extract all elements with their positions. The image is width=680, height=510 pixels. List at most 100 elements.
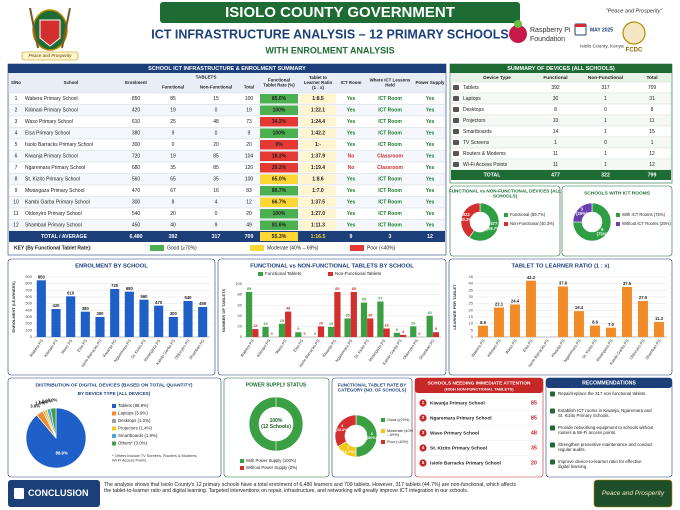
table-cell: 540 bbox=[132, 211, 141, 217]
bar bbox=[328, 326, 335, 337]
conclusion-motto: Peace and Prosperity bbox=[602, 490, 665, 497]
y-tick-label: 30 bbox=[469, 294, 474, 299]
panel-title: RECOMMENDATIONS bbox=[582, 380, 636, 386]
bar bbox=[154, 305, 164, 337]
table-cell: Yes bbox=[347, 119, 356, 125]
table-cell: 709 bbox=[648, 85, 657, 91]
fcdc-logo bbox=[622, 21, 646, 45]
legend-label: Others* (3.0%) bbox=[118, 441, 148, 446]
device-icon bbox=[453, 96, 459, 101]
table-cell: 31 bbox=[649, 96, 655, 102]
table-cell: Yes bbox=[426, 177, 435, 183]
value-label: 15 bbox=[253, 324, 257, 328]
bar bbox=[622, 287, 632, 337]
value-label: 48 bbox=[286, 307, 290, 311]
rank-badge bbox=[419, 444, 427, 452]
column-header: Functional bbox=[543, 75, 567, 81]
table-cell: 40 bbox=[170, 223, 176, 229]
title-banner bbox=[160, 2, 520, 23]
bar bbox=[278, 323, 286, 337]
location: Isiolo County, Kenya bbox=[580, 43, 624, 49]
y-tick-label: 100 bbox=[235, 281, 242, 286]
conclusion-icon bbox=[14, 488, 24, 499]
total-cell: 317 bbox=[212, 234, 221, 240]
table-cell: Wabera Primary School bbox=[25, 96, 78, 102]
bar bbox=[80, 311, 90, 337]
slice-label: 6 (50%) bbox=[367, 432, 378, 440]
table-cell: 1 bbox=[604, 96, 607, 102]
table-cell: Yes bbox=[426, 119, 435, 125]
legend-label: Without Power Supply (0%) bbox=[246, 465, 298, 470]
key-item: Good (≥70%) bbox=[167, 245, 197, 251]
bar bbox=[654, 321, 664, 337]
y-tick-label: 40 bbox=[469, 281, 474, 286]
table-cell: Yes bbox=[426, 165, 435, 171]
table-cell: Wi-Fi Access Points bbox=[463, 162, 508, 168]
total-row bbox=[9, 231, 445, 242]
legend-swatch bbox=[240, 459, 244, 463]
table-cell: ICT Room bbox=[378, 142, 402, 148]
value-label: 0 bbox=[314, 332, 316, 336]
table-cell: 610 bbox=[132, 119, 141, 125]
value-label: 300 bbox=[97, 311, 105, 316]
check-icon bbox=[550, 442, 555, 448]
table-cell: 11 bbox=[553, 151, 558, 157]
table-cell: 8 bbox=[15, 177, 18, 183]
chart-title: FUNCTIONAL vs NON-FUNCTIONAL TABLETS BY … bbox=[250, 264, 414, 270]
slice-label: 477 (59.7%) bbox=[486, 221, 501, 231]
ratio-cell bbox=[300, 117, 336, 127]
table-cell: 29.2% bbox=[272, 165, 287, 171]
table-cell: 0 bbox=[215, 108, 218, 114]
bar bbox=[252, 329, 259, 337]
slice-label: 1.4% bbox=[38, 399, 48, 404]
slice-label: 4 (33.3%) bbox=[335, 424, 349, 432]
bar bbox=[124, 291, 134, 337]
bar bbox=[317, 326, 325, 337]
chart-title: SCHOOLS WITH ICT ROOMS bbox=[584, 190, 651, 196]
slice-label: 1.0% bbox=[35, 401, 45, 406]
legend-swatch bbox=[112, 434, 116, 438]
ratio-cell bbox=[300, 209, 336, 219]
y-tick-label: 900 bbox=[25, 274, 32, 279]
table-cell: 380 bbox=[132, 131, 141, 137]
y-tick-label: 80 bbox=[238, 292, 243, 297]
value-label: 540 bbox=[185, 295, 193, 300]
table-cell: Yes bbox=[347, 188, 356, 194]
ratio-cell bbox=[300, 220, 336, 230]
column-header: Non-Functional bbox=[588, 75, 623, 81]
table-cell: 3 bbox=[15, 119, 18, 125]
y-tick-label: 400 bbox=[25, 307, 32, 312]
table-cell: 12 bbox=[13, 223, 19, 229]
bar bbox=[344, 318, 351, 337]
table-cell: Yes bbox=[347, 108, 356, 114]
legend-swatch bbox=[240, 466, 244, 470]
table-cell: 0 bbox=[215, 211, 218, 217]
table-cell: 1 bbox=[604, 162, 607, 168]
y-tick-label: 15 bbox=[469, 314, 474, 319]
total-cell: 6,480 bbox=[130, 234, 143, 240]
bar bbox=[139, 299, 149, 337]
total-cell: 3 bbox=[389, 234, 392, 240]
bar bbox=[360, 302, 368, 337]
table-cell: No bbox=[348, 154, 355, 160]
table-cell: 20 bbox=[213, 142, 219, 148]
table-cell: Kilimani Primary School bbox=[25, 108, 78, 114]
value-label: 0 bbox=[418, 332, 420, 336]
table-cell: 12 bbox=[649, 151, 655, 157]
table-cell: 720 bbox=[132, 154, 141, 160]
table-cell: Isiolo Barracks Primary School bbox=[25, 142, 93, 148]
legend-label: Moderate (40% – 69%) bbox=[387, 429, 414, 437]
slice-label: 100% (12 Schools) bbox=[261, 418, 291, 430]
device-icon bbox=[453, 85, 459, 90]
legend-label: Without ICT Rooms (25%) bbox=[622, 221, 671, 226]
column-header: Enrolment bbox=[125, 80, 147, 85]
key-item: Moderate (40% – 69%) bbox=[267, 245, 319, 251]
table-cell: Kambi Garba Primary School bbox=[25, 200, 90, 206]
value-label: 300 bbox=[170, 311, 178, 316]
legend-swatch bbox=[112, 441, 116, 446]
table-cell: 120 bbox=[245, 165, 254, 171]
table-cell: 9 bbox=[215, 223, 218, 229]
rank: 1 bbox=[422, 400, 425, 405]
table-row bbox=[450, 103, 672, 116]
legend-label: Projectors (1.4%) bbox=[118, 426, 152, 431]
